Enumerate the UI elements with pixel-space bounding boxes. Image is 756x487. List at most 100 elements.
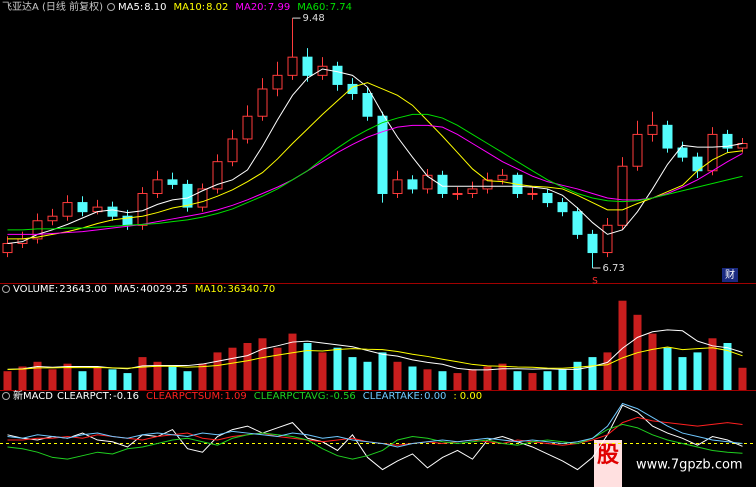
volume-bar [63,363,72,390]
volume-bar [228,347,237,390]
high-annotation: 9.48 [303,13,325,24]
legend-sep: : [220,391,223,402]
volume-bar [498,363,507,390]
volume-bar [738,367,747,390]
candle-body [167,179,178,185]
volume-bar [543,371,552,390]
volume-bar [333,347,342,390]
volume-bar [18,366,27,390]
candle-body [347,83,358,95]
legend-name: CLEARTAKE [363,391,420,402]
legend-icon [2,285,10,293]
legend-value: 7.99 [268,2,290,13]
volume-bar [78,371,87,390]
legend-value: 1.09 [224,391,246,402]
volume-bar [648,333,657,390]
candle-body [392,179,403,194]
candle-body [677,147,688,158]
legend-name: MA5 [114,284,136,295]
candle-body [32,220,43,240]
signal-marker: S [592,277,598,287]
legend-sep: : [420,391,423,402]
candle-body [302,56,313,76]
volume-bar [603,352,612,390]
candle-body [602,224,613,254]
legend-value: 7.74 [330,2,352,13]
legend-value: 40029.25 [140,284,188,295]
candle-body [542,192,553,204]
candle-body [107,206,118,217]
volume-bar [348,357,357,390]
volume-bar [708,338,717,390]
candle-body [557,202,568,213]
volume-bar [3,371,12,390]
volume-bar [558,369,567,390]
low-annotation: 6.73 [603,263,625,274]
volume-bar [513,371,522,390]
legend-value: -0.56 [330,391,356,402]
volume-bar [153,361,162,390]
volume-bar [138,357,147,390]
indicator-line [7,82,743,240]
candle-body [62,202,73,217]
candle-body [197,188,208,208]
volume-bar [378,352,387,390]
legend-sep: : [140,2,143,13]
candle-body [482,179,493,190]
legend-sep: : [453,391,456,402]
candle-body [317,65,328,76]
indicator-line [7,404,743,471]
indicator-line [7,113,743,231]
legend-value: 0.00 [460,391,482,402]
candle-body [362,93,373,117]
legend-value: 8.10 [144,2,166,13]
watermark-url: www.7gpzb.com [636,458,743,473]
volume-bar [93,366,102,390]
candle-body [662,124,673,149]
volume-bar [408,366,417,390]
indicator-line [7,68,743,244]
volume-bar [183,371,192,390]
volume-bar [318,352,327,390]
volume-bar [423,369,432,390]
finance-marker: 财 [725,268,735,281]
legend-name: CLEARPCTSUM [146,391,220,402]
volume-bar [363,361,372,390]
candle-body [617,165,628,226]
volume-bar [243,343,252,390]
legend-sep: : [326,391,329,402]
candle-body [212,161,223,190]
volume-bar [393,361,402,390]
legend-name: MA10 [195,284,223,295]
volume-bar [573,361,582,390]
volume-bar [588,357,597,390]
candle-body [527,192,538,195]
candle-body [257,88,268,117]
volume-bar [693,352,702,390]
legend-sep: : [202,2,205,13]
panel-title: 新MACD [13,389,53,402]
volume-bar [33,361,42,390]
legend-sep: : [325,2,328,13]
candle-body [227,138,238,163]
candle-body [632,133,643,167]
candle-body [587,233,598,254]
legend-sep: : [264,2,267,13]
indicator-line [7,416,743,446]
legend-value: 36340.70 [227,284,275,295]
candle-body [332,65,343,85]
volume-bar [528,373,537,390]
volume-bar [258,338,267,390]
volume-bar [663,347,672,390]
legend-name: MA5 [118,2,140,13]
legend-value: -0.16 [113,391,139,402]
volume-bar [48,369,57,390]
finance-marker-box [722,268,738,282]
indicator-line [7,346,743,370]
legend-name: CLEARPCTAVG [254,391,326,402]
legend-name: MA20 [235,2,263,13]
candle-body [137,192,148,226]
volume-bar [678,357,687,390]
candle-body [182,183,193,208]
